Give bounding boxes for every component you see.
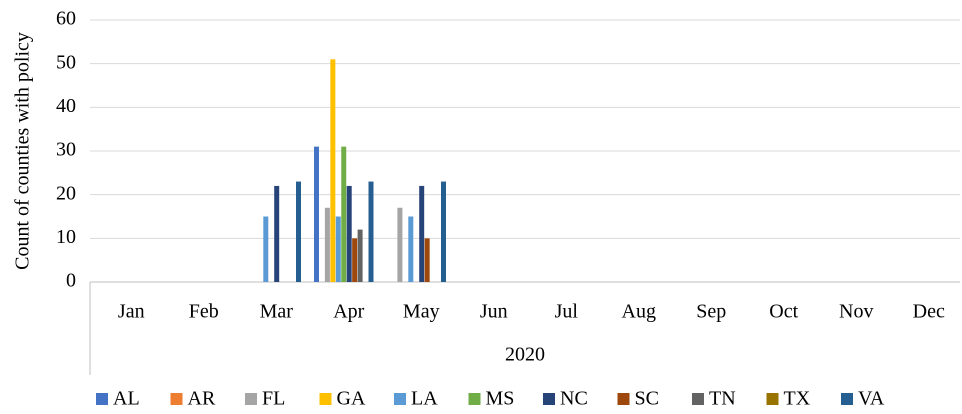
bar <box>274 185 280 282</box>
x-tick-label: Dec <box>913 301 945 323</box>
x-tick-label: Nov <box>839 301 873 323</box>
y-tick-label: 40 <box>56 95 76 117</box>
bar <box>357 229 363 282</box>
legend-label: SC <box>635 388 659 410</box>
legend-swatch <box>617 393 630 405</box>
legend-label: TX <box>784 388 811 410</box>
bar <box>441 181 446 282</box>
bar <box>397 207 403 282</box>
bar <box>419 185 425 282</box>
legend-label: AL <box>113 388 140 410</box>
x-tick-label: Oct <box>769 301 798 323</box>
x-tick-label: Jan <box>118 301 145 323</box>
y-tick-label: 30 <box>56 139 76 161</box>
x-tick-label: Apr <box>333 301 364 323</box>
legend-label: LA <box>411 388 438 410</box>
bar <box>314 146 319 282</box>
legend-label: AR <box>188 388 216 410</box>
x-tick-label: May <box>403 301 440 323</box>
bar <box>296 181 301 282</box>
y-tick-label: 10 <box>56 226 76 248</box>
bar <box>368 181 374 282</box>
legend-swatch <box>766 393 779 405</box>
bar <box>330 59 336 282</box>
legend-label: VA <box>858 388 885 410</box>
legend-swatch <box>170 393 183 405</box>
bar <box>341 146 347 282</box>
legend-label: MS <box>486 388 515 410</box>
y-axis-label: Count of counties with policy <box>12 32 34 270</box>
y-tick-label: 0 <box>66 270 76 292</box>
x-tick-label: Jun <box>480 301 508 323</box>
legend-swatch <box>468 393 481 405</box>
bar <box>352 238 358 282</box>
legend-label: GA <box>337 388 366 410</box>
legend-swatch <box>543 393 555 405</box>
legend-swatch <box>394 393 406 405</box>
x-tick-label: Jul <box>555 301 579 323</box>
legend-label: NC <box>560 388 588 410</box>
legend-swatch <box>841 393 853 405</box>
bar <box>408 216 414 282</box>
bar <box>424 238 430 282</box>
x-group-label: 2020 <box>505 344 545 366</box>
y-tick-label: 50 <box>56 51 76 73</box>
x-tick-label: Sep <box>696 301 726 323</box>
legend-swatch <box>245 393 257 405</box>
legend-swatch <box>692 393 704 405</box>
bar <box>346 185 352 282</box>
y-tick-label: 60 <box>56 8 76 30</box>
legend-swatch <box>96 393 108 405</box>
legend-label: FL <box>262 388 285 410</box>
bar <box>324 207 330 282</box>
legend-swatch <box>319 393 332 405</box>
x-tick-label: Feb <box>189 301 219 323</box>
x-tick-label: Aug <box>622 301 656 323</box>
legend-label: TN <box>709 388 736 410</box>
x-tick-label: Mar <box>260 301 294 323</box>
bar <box>263 216 269 282</box>
y-tick-label: 20 <box>56 182 76 204</box>
bar <box>335 216 341 282</box>
